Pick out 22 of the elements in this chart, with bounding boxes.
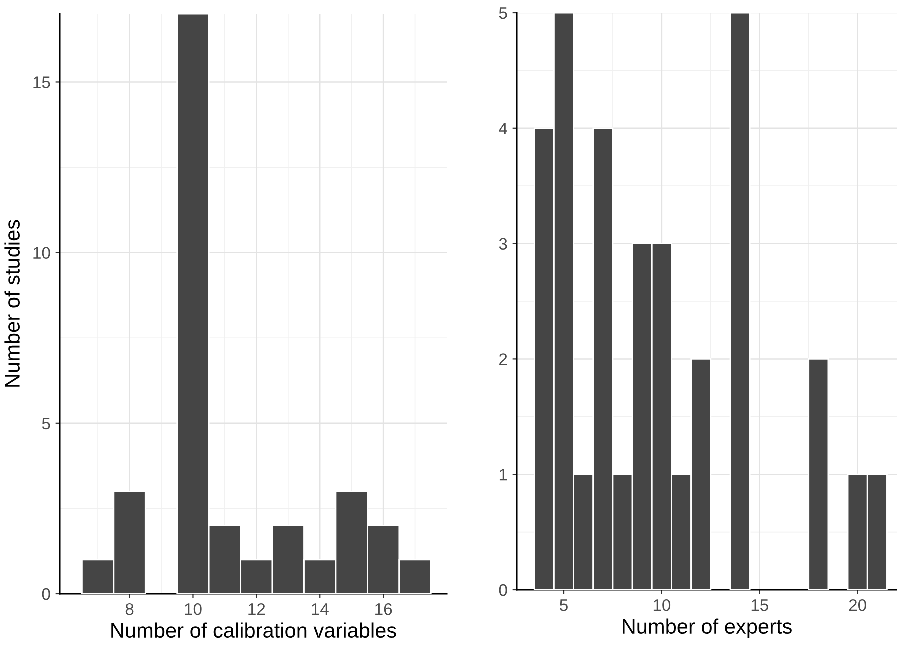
y-tick-label: 10	[34, 247, 50, 260]
x-tick-label: 5	[560, 600, 568, 612]
y-tick-label: 4	[499, 122, 508, 134]
x-tick-label: 10	[185, 603, 202, 616]
x-tick-label: 10	[654, 599, 671, 612]
x-axis-title: Number of experts	[623, 618, 792, 638]
y-tick-label: 5	[42, 418, 50, 430]
x-axis-title: Number of calibration variables	[112, 622, 396, 638]
y-tick-label: 3	[499, 238, 508, 250]
x-tick-label: 12	[248, 603, 266, 616]
x-tick-label: 15	[752, 600, 768, 612]
y-tick-label: 5	[499, 8, 508, 20]
x-tick-label: 8	[126, 603, 134, 616]
y-tick-label: 0	[499, 584, 508, 596]
x-tick-label: 20	[849, 599, 866, 612]
x-tick-label: 14	[312, 604, 329, 616]
x-tick-label: 16	[376, 603, 392, 616]
y-axis-title: Number of studies	[4, 220, 20, 387]
y-tick-label: 15	[34, 76, 50, 88]
y-tick-label: 2	[500, 354, 508, 366]
y-tick-label: 1	[500, 469, 508, 481]
y-tick-label: 0	[42, 588, 50, 600]
